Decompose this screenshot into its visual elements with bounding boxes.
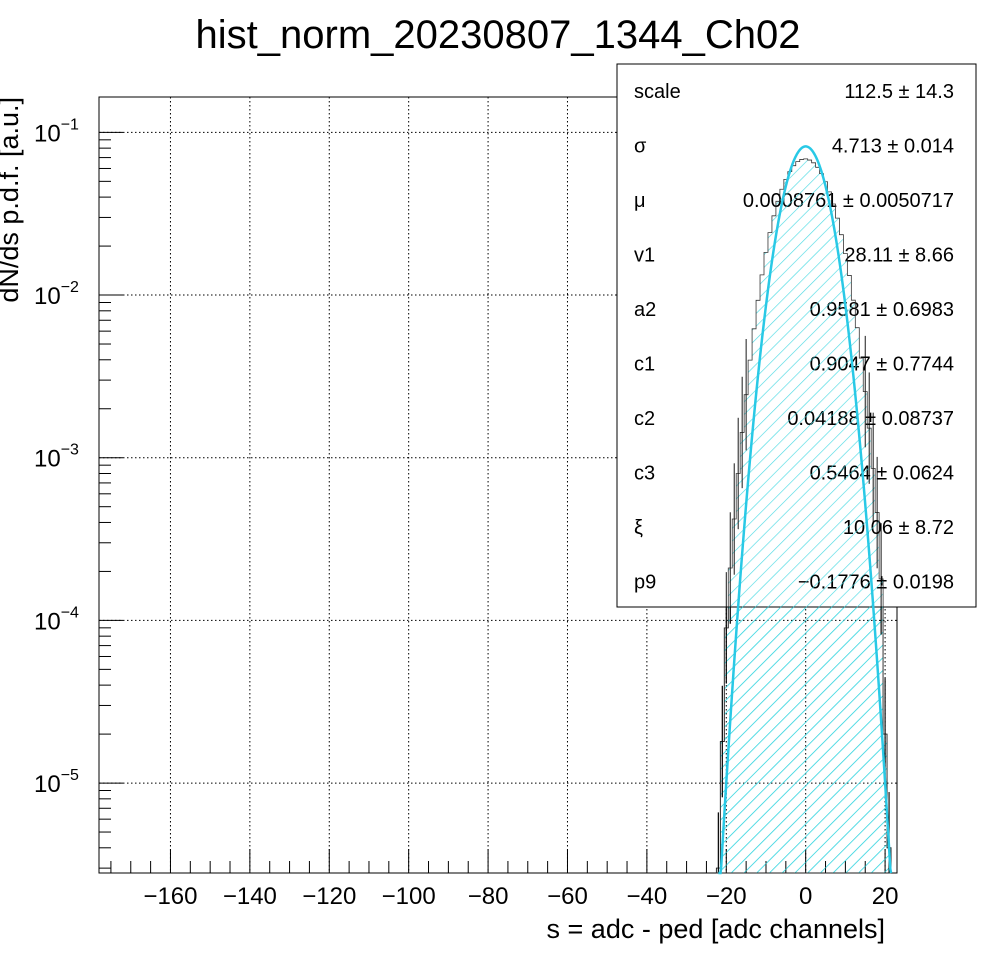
stat-value: 112.5 ± 14.3 — [844, 81, 954, 103]
stat-key: σ — [634, 136, 647, 158]
stat-key: μ — [634, 190, 646, 212]
stat-key: c2 — [634, 408, 655, 430]
stat-value: 0.0008761 ± 0.0050717 — [743, 190, 954, 212]
histogram-fill — [715, 158, 892, 874]
stat-key: c1 — [634, 354, 655, 376]
fit-curve — [718, 145, 893, 875]
stat-value: 28.11 ± 8.66 — [844, 245, 954, 267]
stat-key: ξ — [634, 517, 643, 539]
y-tick-label: 10−2 — [34, 279, 79, 310]
stat-value: 4.713 ± 0.014 — [832, 136, 954, 158]
fit-curve-line — [718, 145, 893, 875]
y-tick-label: 10−5 — [34, 767, 79, 798]
x-tick-label: 20 — [872, 883, 899, 910]
stat-key: c3 — [634, 463, 655, 485]
x-tick-label: −120 — [302, 883, 356, 910]
axis-ticks: −160 −140 −120 −100 −80 −60 −40 −20 0 20 10−1 10−2 1… — [34, 116, 898, 910]
stat-key: a2 — [634, 299, 656, 321]
x-tick-label: −40 — [627, 883, 668, 910]
x-tick-label: −60 — [547, 883, 588, 910]
stat-key: v1 — [634, 245, 655, 267]
y-tick-label: 10−1 — [34, 116, 79, 147]
x-tick-label: −100 — [382, 883, 436, 910]
x-tick-label: 0 — [799, 883, 812, 910]
x-tick-label: −20 — [706, 883, 747, 910]
y-axis-title: dN/ds p.d.f. [a.u.] — [0, 97, 24, 303]
chart-title: hist_norm_20230807_1344_Ch02 — [196, 13, 801, 57]
y-tick-label: 10−4 — [34, 604, 79, 635]
x-tick-label: −80 — [468, 883, 509, 910]
x-tick-label: −160 — [143, 883, 197, 910]
stat-key: scale — [634, 81, 681, 103]
x-axis-title: s = adc - ped [adc channels] — [547, 914, 885, 944]
x-tick-label: −140 — [223, 883, 277, 910]
histogram — [715, 158, 892, 874]
stat-key: p9 — [634, 572, 656, 594]
y-tick-label: 10−3 — [34, 442, 79, 473]
